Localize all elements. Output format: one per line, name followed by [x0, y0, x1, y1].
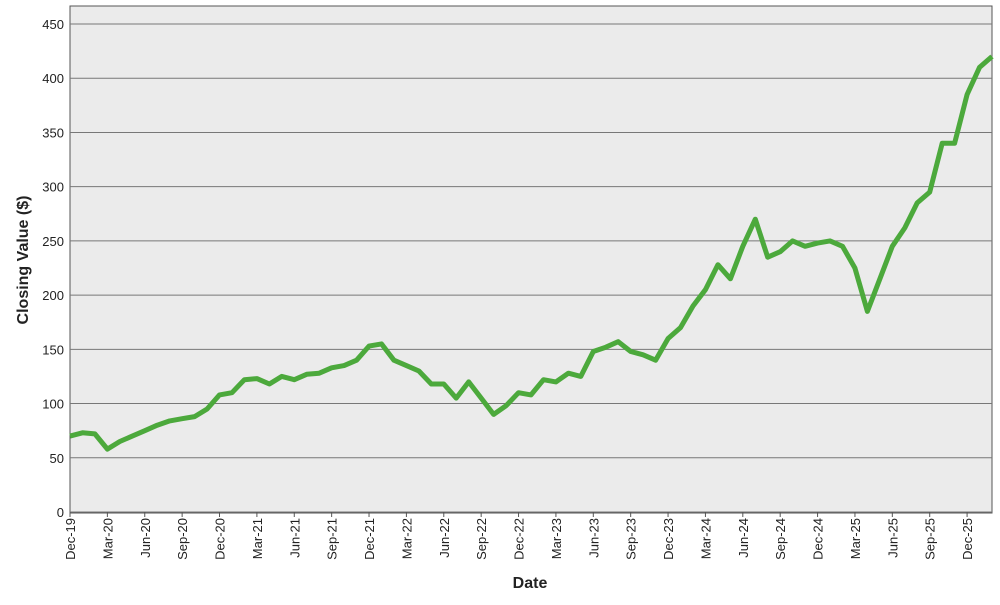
x-tick-label: Dec-23 — [661, 518, 676, 560]
y-tick-label: 300 — [42, 180, 64, 195]
x-tick-label: Dec-22 — [512, 518, 527, 560]
x-tick-label: Jun-24 — [736, 518, 751, 558]
y-tick-label: 350 — [42, 125, 64, 140]
x-tick-label: Sep-24 — [773, 518, 788, 560]
x-tick-label: Jun-22 — [437, 518, 452, 558]
y-tick-label: 150 — [42, 342, 64, 357]
x-tick-label: Mar-20 — [100, 518, 115, 559]
x-tick-label: Sep-25 — [923, 518, 938, 560]
x-tick-label: Sep-22 — [474, 518, 489, 560]
x-tick-label: Dec-25 — [960, 518, 975, 560]
y-tick-label: 400 — [42, 71, 64, 86]
x-tick-label: Dec-19 — [63, 518, 78, 560]
x-tick-label: Dec-21 — [362, 518, 377, 560]
x-tick-label: Sep-21 — [325, 518, 340, 560]
x-tick-label: Jun-21 — [287, 518, 302, 558]
y-tick-label: 250 — [42, 234, 64, 249]
x-tick-label: Jun-23 — [586, 518, 601, 558]
y-tick-label: 100 — [42, 397, 64, 412]
y-tick-label: 0 — [57, 505, 64, 520]
x-tick-label: Mar-21 — [250, 518, 265, 559]
x-tick-label: Jun-25 — [885, 518, 900, 558]
x-tick-label: Mar-23 — [549, 518, 564, 559]
x-tick-label: Mar-25 — [848, 518, 863, 559]
x-tick-label: Jun-20 — [138, 518, 153, 558]
x-axis-title: Date — [513, 575, 548, 592]
y-tick-label: 450 — [42, 17, 64, 32]
price-line — [69, 54, 994, 452]
x-tick-label: Dec-20 — [213, 518, 228, 560]
y-tick-label: 50 — [50, 451, 64, 466]
x-tick-label: Sep-23 — [624, 518, 639, 560]
y-tick-label: 200 — [42, 288, 64, 303]
x-tick-label: Mar-24 — [698, 518, 713, 559]
x-tick-label: Sep-20 — [175, 518, 190, 560]
x-tick-label: Dec-24 — [811, 518, 826, 560]
x-tick-label: Mar-22 — [399, 518, 414, 559]
plot-area — [69, 5, 993, 514]
y-axis-title: Closing Value ($) — [15, 196, 32, 325]
